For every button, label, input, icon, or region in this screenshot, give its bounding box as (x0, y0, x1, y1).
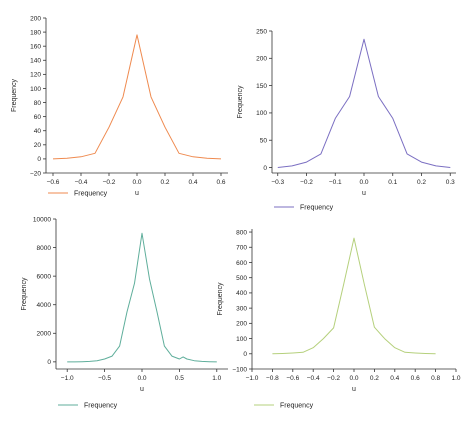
x-axis-title: u (362, 190, 366, 197)
y-tick-label: 6000 (37, 273, 52, 280)
y-tick-label: 180 (30, 29, 41, 36)
y-tick-label: 100 (256, 110, 267, 117)
x-tick-label: −0.2 (300, 179, 313, 186)
y-tick-label: 200 (256, 56, 267, 63)
x-tick-label: −0.2 (327, 375, 340, 382)
legend-label: Frequency (280, 403, 314, 410)
legend: Frequency (58, 403, 118, 410)
y-tick-label: 60 (34, 114, 42, 121)
x-tick-label: −0.5 (98, 375, 111, 382)
x-tick-label: 1.0 (212, 375, 221, 382)
x-tick-label: 0.4 (188, 179, 197, 186)
y-tick-label: 100 (236, 336, 247, 343)
legend: Frequency (254, 403, 314, 410)
y-axis-title: Frequency (11, 78, 18, 112)
x-tick-label: 0.5 (175, 375, 184, 382)
x-tick-label: −0.6 (286, 375, 299, 382)
y-tick-label: −100 (232, 366, 247, 373)
x-tick-label: 0.6 (216, 179, 225, 186)
y-tick-label: 700 (236, 245, 247, 252)
y-tick-label: 10000 (33, 216, 51, 223)
x-tick-label: −1.0 (246, 375, 259, 382)
x-tick-label: 0.2 (160, 179, 169, 186)
y-tick-label: 250 (256, 28, 267, 35)
x-axis-title: u (140, 386, 144, 393)
x-axis-title: u (352, 386, 356, 393)
y-tick-label: 150 (256, 83, 267, 90)
y-tick-label: 300 (236, 305, 247, 312)
x-tick-label: −0.4 (307, 375, 320, 382)
y-tick-label: 40 (34, 128, 42, 135)
y-tick-label: 0 (47, 359, 51, 366)
x-tick-label: 0.0 (132, 179, 141, 186)
legend: Frequency (274, 205, 334, 212)
x-tick-label: 0.0 (349, 375, 358, 382)
y-tick-label: 140 (30, 58, 41, 65)
y-tick-label: 100 (30, 86, 41, 93)
y-tick-label: 80 (34, 100, 42, 107)
y-tick-label: 600 (236, 260, 247, 267)
y-axis-title: Frequency (237, 85, 244, 119)
y-axis-title: Frequency (217, 282, 224, 316)
x-tick-label: −0.2 (103, 179, 116, 186)
x-tick-label: 0.2 (370, 375, 379, 382)
x-tick-label: 0.4 (390, 375, 399, 382)
y-tick-label: 0 (37, 156, 41, 163)
x-tick-label: 0.6 (411, 375, 420, 382)
y-tick-label: 2000 (37, 331, 52, 338)
y-tick-label: 50 (260, 138, 268, 145)
y-tick-label: 0 (263, 165, 267, 172)
y-axis-title: Frequency (21, 277, 28, 311)
x-axis-title: u (135, 190, 139, 197)
x-tick-label: 0.1 (388, 179, 397, 186)
x-tick-label: 0.3 (446, 179, 455, 186)
legend-label: Frequency (84, 403, 118, 410)
x-tick-label: −0.1 (329, 179, 342, 186)
series-line-frequency (67, 232, 217, 363)
x-tick-label: −0.8 (266, 375, 279, 382)
y-tick-label: 120 (30, 72, 41, 79)
series-line-frequency (52, 34, 222, 160)
y-tick-label: 8000 (37, 245, 52, 252)
x-tick-label: −0.3 (271, 179, 284, 186)
chart-panel-3: −1.0 −0.5 0.0 0.5 1.0 0 2000 4000 6000 8000 10000 u… (21, 216, 228, 410)
y-tick-label: 20 (34, 142, 42, 149)
chart-panel-1: −0.6 −0.4 −0.2 0.0 0.2 0.4 0.6 −20 0 20 40 60 80 100 1… (11, 15, 228, 198)
x-tick-label: −0.6 (47, 179, 60, 186)
x-tick-label: 0.8 (431, 375, 440, 382)
y-tick-label: −20 (30, 170, 41, 177)
y-tick-label: 200 (236, 321, 247, 328)
y-tick-label: 4000 (37, 302, 52, 309)
chart-panel-4: −1.0 −0.8 −0.6 −0.4 −0.2 0.0 0.2 0.4 0.6 0.8 1.0 −1… (217, 229, 461, 410)
legend-label: Frequency (300, 205, 334, 212)
y-tick-label: 160 (30, 43, 41, 50)
x-tick-label: 0.0 (359, 179, 368, 186)
x-tick-label: −1.0 (61, 375, 74, 382)
series-line-frequency (272, 237, 436, 355)
y-tick-label: 500 (236, 275, 247, 282)
x-tick-label: 0.2 (417, 179, 426, 186)
x-tick-label: 0.0 (137, 375, 146, 382)
y-tick-label: 400 (236, 290, 247, 297)
x-tick-label: 1.0 (451, 375, 460, 382)
legend-label: Frequency (74, 191, 108, 198)
x-tick-label: −0.4 (75, 179, 88, 186)
y-tick-label: 0 (243, 351, 247, 358)
y-tick-label: 200 (30, 15, 41, 22)
y-tick-label: 800 (236, 229, 247, 236)
legend: Frequency (48, 191, 108, 198)
chart-panel-2: −0.3 −0.2 −0.1 0.0 0.1 0.2 0.3 0 50 100 150 200 250 u… (237, 28, 456, 212)
series-line-frequency (277, 38, 451, 168)
